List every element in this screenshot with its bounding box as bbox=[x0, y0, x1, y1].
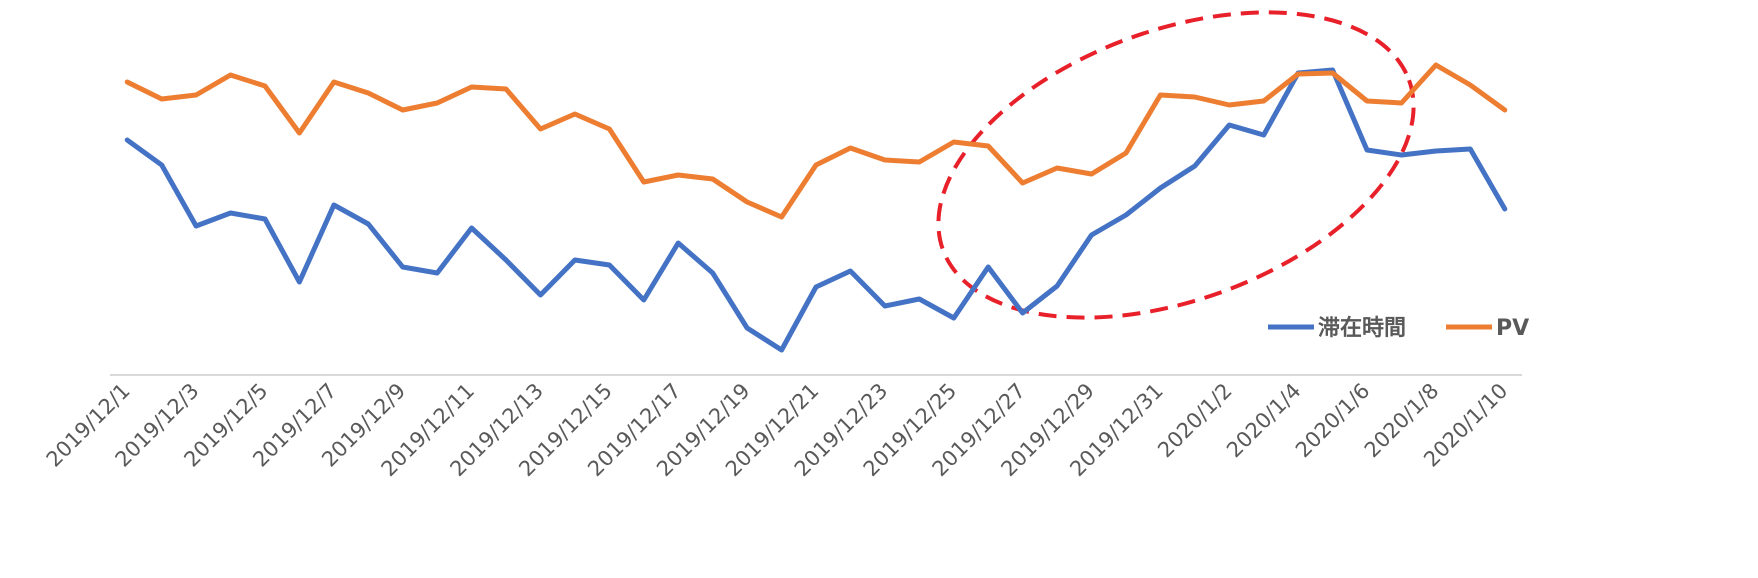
x-tick-label: 2020/1/4 bbox=[1222, 379, 1306, 463]
highlight-ellipse bbox=[936, 10, 1416, 320]
x-tick-label: 2020/1/2 bbox=[1153, 379, 1237, 463]
series-line bbox=[124, 62, 1508, 220]
series-line bbox=[124, 67, 1508, 353]
x-tick-label: 2020/1/6 bbox=[1291, 379, 1375, 463]
legend-label: 滞在時間 bbox=[1318, 315, 1406, 341]
legend-label: PV bbox=[1496, 316, 1529, 341]
